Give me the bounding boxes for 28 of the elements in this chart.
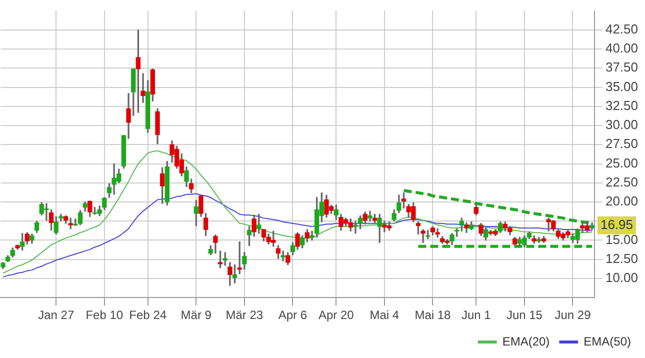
- y-tick-label: 25.00: [605, 155, 638, 170]
- x-tick-label: Jun 29: [554, 308, 592, 322]
- y-tick-label: 40.00: [605, 40, 638, 56]
- x-tick-label: Mär 9: [180, 308, 212, 322]
- x-tick-label: Jun 1: [461, 308, 492, 322]
- text: 16.95: [600, 216, 634, 232]
- y-tick-label: 32.50: [605, 98, 638, 113]
- y-tick-label: 27.50: [605, 136, 638, 152]
- y-tick-label: 20.00: [605, 194, 638, 209]
- x-tick-label: Jan 27: [38, 308, 74, 322]
- x-tick-label: Feb 24: [129, 308, 167, 322]
- x-tick-label: Mai 18: [414, 308, 452, 322]
- y-tick-label: 15.00: [605, 232, 638, 247]
- legend-label: EMA(50): [584, 334, 632, 348]
- x-tick-label: Mär 23: [226, 308, 264, 322]
- y-tick-label: 30.00: [605, 117, 638, 132]
- x-tick-label: Apr 6: [278, 308, 308, 322]
- x-tick-label: Feb 10: [86, 308, 124, 322]
- y-tick-label: 12.50: [605, 250, 638, 266]
- legend-label: EMA(20): [502, 334, 550, 348]
- y-tick-label: 10.00: [605, 270, 638, 286]
- x-tick-label: Jun 15: [506, 308, 543, 322]
- x-tick-label: Mai 4: [370, 308, 400, 322]
- y-tick-label: 22.50: [605, 174, 638, 190]
- y-tick-label: 37.50: [605, 60, 638, 75]
- y-tick-label: 35.00: [605, 78, 638, 94]
- x-tick-label: Apr 20: [318, 308, 354, 322]
- y-tick-label: 42.50: [605, 22, 638, 36]
